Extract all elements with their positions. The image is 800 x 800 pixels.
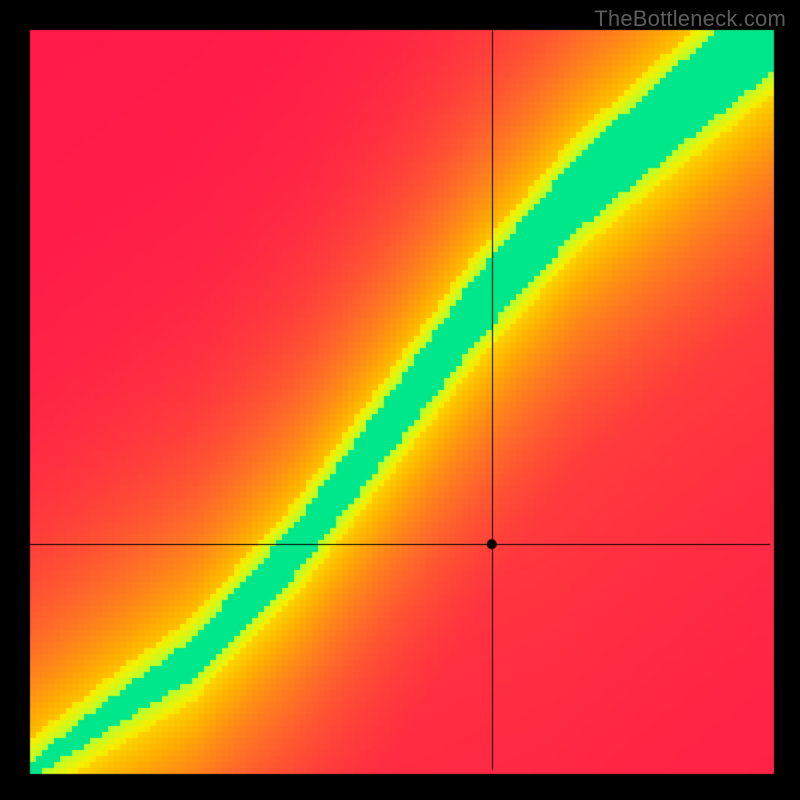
heatmap-canvas	[0, 0, 800, 800]
chart-container: TheBottleneck.com	[0, 0, 800, 800]
watermark-text: TheBottleneck.com	[594, 6, 786, 32]
